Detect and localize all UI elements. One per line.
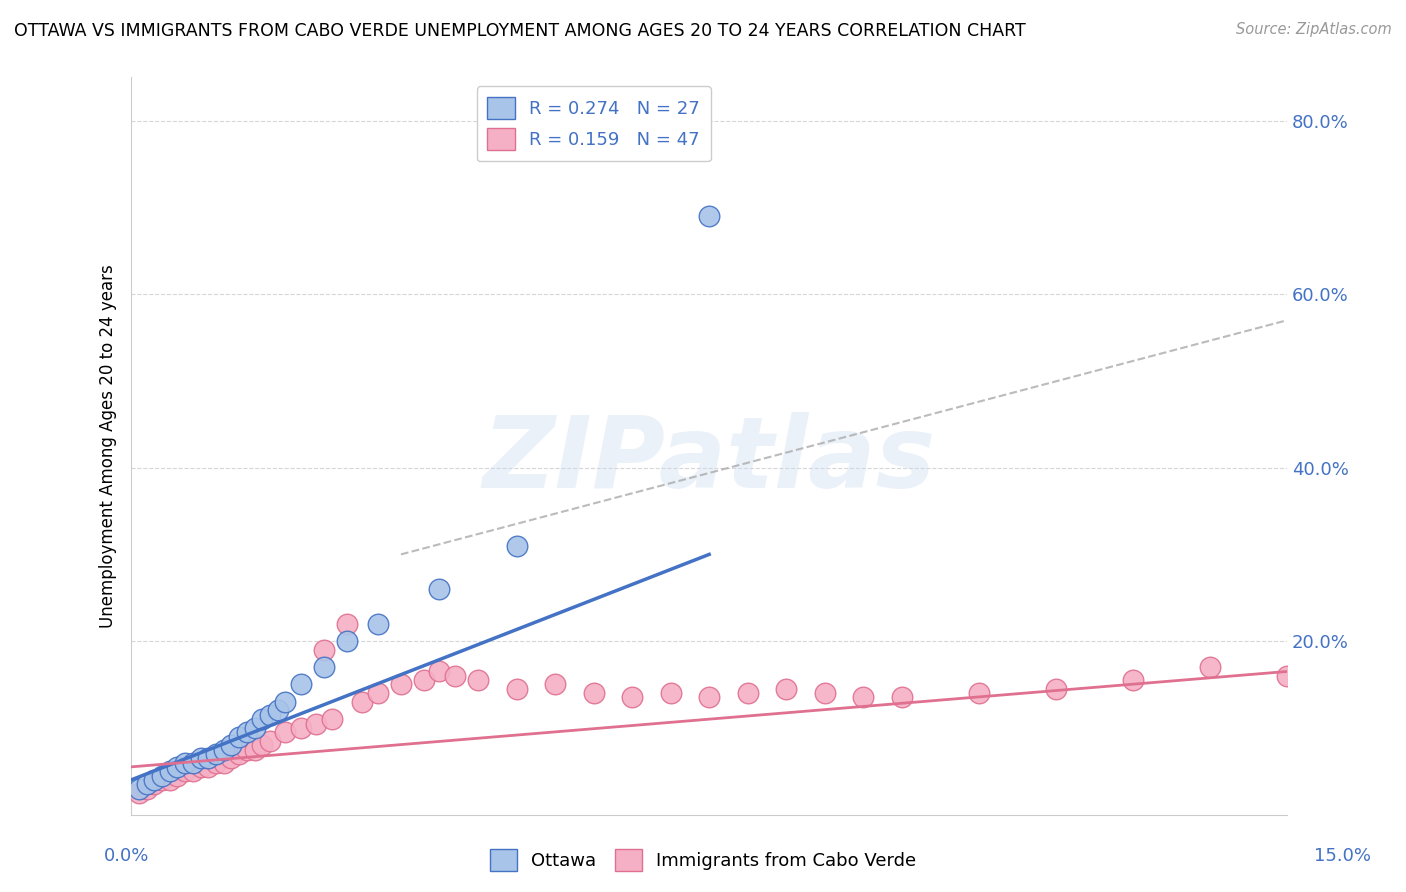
Point bbox=[659, 686, 682, 700]
Text: ZIPatlas: ZIPatlas bbox=[482, 412, 936, 509]
Point bbox=[352, 695, 374, 709]
Point bbox=[274, 725, 297, 739]
Point bbox=[174, 764, 197, 779]
Point bbox=[150, 772, 173, 787]
Point bbox=[221, 738, 243, 752]
Point bbox=[212, 756, 235, 770]
Point bbox=[321, 712, 343, 726]
Point bbox=[290, 721, 312, 735]
Point bbox=[852, 690, 875, 705]
Point bbox=[467, 673, 489, 687]
Point bbox=[389, 677, 412, 691]
Point bbox=[290, 677, 312, 691]
Point bbox=[159, 764, 181, 779]
Point bbox=[1199, 660, 1222, 674]
Point bbox=[174, 756, 197, 770]
Point bbox=[243, 742, 266, 756]
Text: OTTAWA VS IMMIGRANTS FROM CABO VERDE UNEMPLOYMENT AMONG AGES 20 TO 24 YEARS CORR: OTTAWA VS IMMIGRANTS FROM CABO VERDE UNE… bbox=[14, 22, 1026, 40]
Point bbox=[266, 704, 288, 718]
Point bbox=[135, 777, 157, 791]
Point bbox=[367, 686, 389, 700]
Point bbox=[236, 742, 259, 756]
Point bbox=[166, 760, 188, 774]
Point bbox=[252, 738, 274, 752]
Point bbox=[505, 539, 527, 553]
Point bbox=[205, 756, 228, 770]
Point bbox=[128, 781, 150, 796]
Point bbox=[697, 690, 720, 705]
Point bbox=[505, 681, 527, 696]
Point bbox=[582, 686, 605, 700]
Point bbox=[143, 772, 166, 787]
Point bbox=[621, 690, 644, 705]
Point bbox=[413, 673, 436, 687]
Point bbox=[312, 660, 335, 674]
Point bbox=[429, 582, 451, 596]
Point bbox=[221, 751, 243, 765]
Point bbox=[190, 760, 212, 774]
Point bbox=[252, 712, 274, 726]
Point bbox=[228, 747, 250, 761]
Point bbox=[544, 677, 567, 691]
Point bbox=[775, 681, 797, 696]
Point bbox=[274, 695, 297, 709]
Point bbox=[737, 686, 759, 700]
Point bbox=[444, 669, 467, 683]
Point bbox=[429, 665, 451, 679]
Y-axis label: Unemployment Among Ages 20 to 24 years: Unemployment Among Ages 20 to 24 years bbox=[100, 264, 117, 628]
Point bbox=[305, 716, 328, 731]
Point bbox=[197, 760, 219, 774]
Point bbox=[243, 721, 266, 735]
Point bbox=[212, 742, 235, 756]
Text: 15.0%: 15.0% bbox=[1315, 847, 1371, 865]
Point bbox=[259, 707, 281, 722]
Point bbox=[1275, 669, 1298, 683]
Legend: Ottawa, Immigrants from Cabo Verde: Ottawa, Immigrants from Cabo Verde bbox=[482, 842, 924, 879]
Point bbox=[336, 634, 359, 648]
Point bbox=[159, 772, 181, 787]
Point bbox=[1122, 673, 1144, 687]
Point bbox=[967, 686, 990, 700]
Point bbox=[150, 768, 173, 782]
Point bbox=[205, 747, 228, 761]
Point bbox=[166, 768, 188, 782]
Point bbox=[259, 734, 281, 748]
Point bbox=[197, 751, 219, 765]
Text: Source: ZipAtlas.com: Source: ZipAtlas.com bbox=[1236, 22, 1392, 37]
Point bbox=[181, 764, 204, 779]
Point bbox=[1045, 681, 1067, 696]
Point bbox=[336, 616, 359, 631]
Point bbox=[128, 786, 150, 800]
Point bbox=[890, 690, 912, 705]
Legend: R = 0.274   N = 27, R = 0.159   N = 47: R = 0.274 N = 27, R = 0.159 N = 47 bbox=[477, 87, 710, 161]
Point bbox=[181, 756, 204, 770]
Point bbox=[135, 781, 157, 796]
Point bbox=[228, 730, 250, 744]
Point bbox=[697, 209, 720, 223]
Text: 0.0%: 0.0% bbox=[104, 847, 149, 865]
Point bbox=[190, 751, 212, 765]
Point bbox=[814, 686, 837, 700]
Point bbox=[367, 616, 389, 631]
Point bbox=[236, 725, 259, 739]
Point bbox=[143, 777, 166, 791]
Point bbox=[312, 642, 335, 657]
